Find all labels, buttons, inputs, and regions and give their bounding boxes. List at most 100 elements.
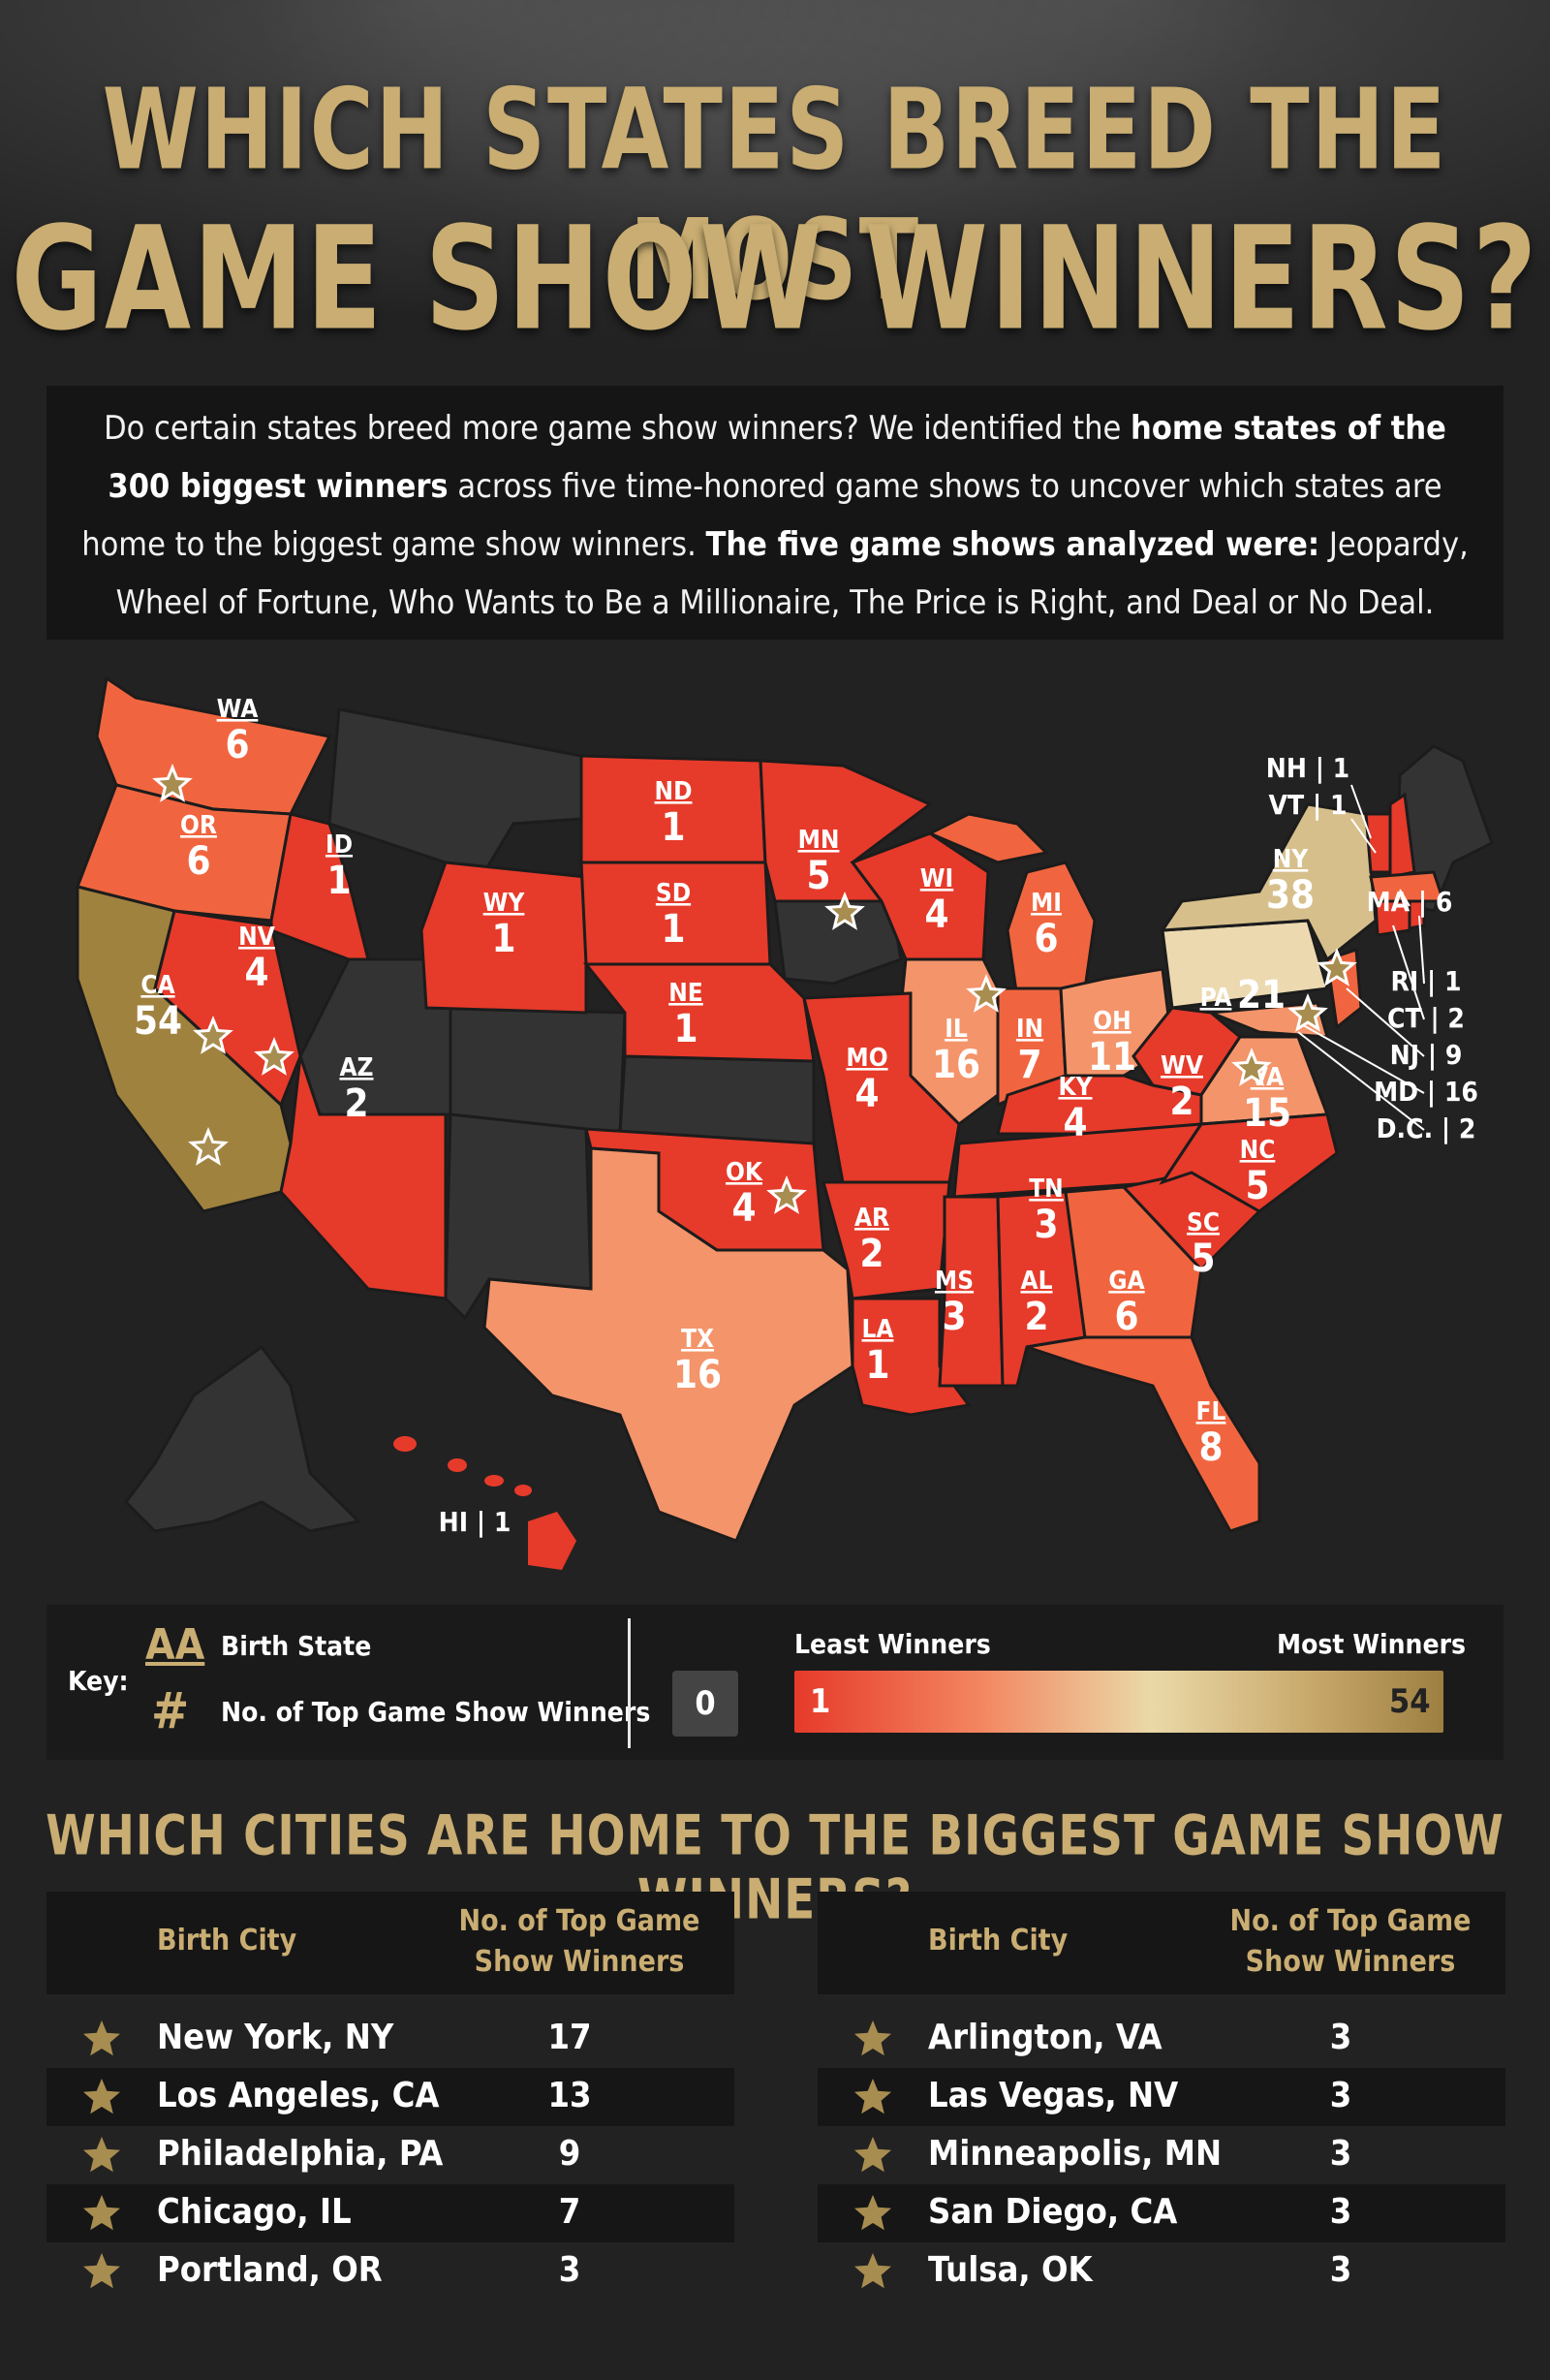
state-shape-ky (996, 1074, 1203, 1136)
city-star-icon (152, 764, 193, 802)
state-abbr-or: OR (180, 811, 217, 840)
city-markers (152, 764, 1357, 1214)
state-abbr-la: LA (861, 1315, 893, 1344)
state-shape-ma (1369, 870, 1446, 903)
state-abbr-mo: MO (846, 1044, 887, 1073)
city-winner-count: 3 (1329, 2018, 1352, 2057)
state-value-nc: 5 (1245, 1164, 1269, 1208)
state-value-mn: 5 (806, 854, 830, 898)
state-shape-mi-up (926, 812, 1050, 864)
callout-leader-6 (1297, 1021, 1425, 1094)
state-value-wa: 6 (225, 723, 249, 767)
city-row-left: Chicago, IL 7 (46, 2184, 734, 2242)
callout-leader-7 (1297, 1031, 1425, 1131)
city-name: New York, NY (157, 2018, 394, 2057)
star-icon (81, 2194, 122, 2241)
city-star-icon (193, 1016, 233, 1054)
title-line-2: GAME SHOW WINNERS? (11, 196, 1539, 363)
city-row-left: Portland, OR 3 (46, 2242, 734, 2301)
city-name: Chicago, IL (157, 2192, 352, 2232)
state-abbr-oh: OH (1093, 1007, 1131, 1036)
star-icon (852, 2194, 893, 2241)
state-shape-tx (482, 1146, 854, 1543)
city-star-icon (254, 1037, 294, 1076)
city-star-icon (1287, 993, 1328, 1032)
state-abbr-wa: WA (217, 695, 259, 724)
state-abbr-tn: TN (1029, 1174, 1064, 1204)
state-shape-co (449, 1006, 627, 1136)
callout-label-3: RI | 1 (1390, 965, 1461, 997)
callout-label-1: VT | 1 (1269, 789, 1348, 821)
state-abbr-sc: SC (1187, 1208, 1220, 1237)
star-icon (852, 2020, 893, 2067)
state-abbr-mi: MI (1031, 889, 1062, 918)
state-value-ga: 6 (1114, 1295, 1138, 1339)
intro-text-3: Jeopardy, Wheel of Fortune, Who Wants to… (115, 525, 1469, 622)
legend-number-symbol: # (151, 1682, 190, 1740)
state-abbr-wv: WV (1161, 1051, 1203, 1080)
state-abbr-pa: PA (1200, 984, 1232, 1013)
state-abbr-ok: OK (726, 1158, 763, 1187)
state-abbr-ny: NY (1273, 845, 1310, 874)
star-icon (81, 2078, 122, 2125)
state-shape-ga (1064, 1185, 1203, 1339)
col-birth-city-left: Birth City (157, 1924, 297, 1957)
legend-divider (628, 1618, 631, 1748)
city-name: Portland, OR (157, 2250, 383, 2290)
state-value-la: 1 (865, 1343, 889, 1388)
callout-label-7: D.C. | 2 (1377, 1112, 1476, 1144)
legend-abbr-label: Birth State (221, 1630, 372, 1662)
state-shape-ak (124, 1344, 362, 1533)
col-count-right-line1: No. of Top Game (1229, 1904, 1472, 1938)
city-row-right: Minneapolis, MN 3 (818, 2126, 1505, 2184)
state-shape-id (269, 812, 370, 961)
state-value-mo: 4 (854, 1072, 879, 1116)
state-value-ny: 38 (1266, 873, 1315, 918)
legend-zero-swatch: 0 (672, 1671, 738, 1737)
callout-labels: NH | 1 VT | 1 MA | 6 RI | 1 CT | 2 NJ | 9 MD |… (439, 752, 1478, 1538)
callout-leader-2 (1399, 889, 1410, 907)
callout-leader-3 (1418, 915, 1425, 985)
city-name: Philadelphia, PA (157, 2134, 444, 2174)
legend-number-label: No. of Top Game Show Winners (221, 1696, 651, 1728)
state-value-oh: 11 (1088, 1035, 1136, 1080)
city-name: Tulsa, OK (928, 2250, 1093, 2290)
state-value-ca: 54 (134, 999, 182, 1044)
city-row-right: San Diego, CA 3 (818, 2184, 1505, 2242)
callout-leader-5 (1346, 987, 1425, 1057)
callout-leader-0 (1350, 784, 1372, 839)
state-value-wv: 2 (1169, 1080, 1194, 1124)
state-abbr-wi: WI (920, 864, 954, 893)
star-icon (81, 2136, 122, 2183)
city-name: Las Vegas, NV (928, 2076, 1179, 2115)
callout-lines (1297, 784, 1425, 1131)
city-row-left: Los Angeles, CA 13 (46, 2068, 734, 2126)
state-abbr-fl: FL (1196, 1397, 1226, 1426)
callout-label-4: CT | 2 (1387, 1002, 1465, 1034)
star-icon (81, 2252, 122, 2300)
state-abbr-id: ID (326, 830, 353, 860)
legend-abbr-symbol: AA (145, 1620, 205, 1670)
state-shape-fl (1026, 1335, 1261, 1533)
state-value-az: 2 (344, 1081, 368, 1126)
state-shape-mo (802, 991, 961, 1184)
intro-text-1: Do certain states breed more game show w… (104, 409, 1132, 448)
state-abbr-wy: WY (483, 889, 526, 918)
state-shape-nh (1388, 792, 1416, 879)
intro-bold-1: home states of the 300 biggest winners (108, 409, 1446, 506)
city-row-left: Philadelphia, PA 9 (46, 2126, 734, 2184)
state-value-ms: 3 (942, 1295, 966, 1339)
city-star-icon (1317, 948, 1357, 986)
city-star-icon (1231, 1048, 1272, 1086)
legend-min-value: 1 (810, 1682, 831, 1721)
col-count-left-line1: No. of Top Game (458, 1904, 700, 1938)
city-winner-count: 17 (547, 2018, 592, 2057)
state-shape-ct (1374, 899, 1411, 937)
state-abbr-il: IL (945, 1015, 968, 1044)
state-value-pa: 21 (1237, 973, 1286, 1018)
state-value-nv: 4 (244, 951, 268, 995)
callout-label-5: NJ | 9 (1390, 1039, 1463, 1071)
state-abbr-ga: GA (1108, 1267, 1144, 1296)
star-icon (852, 2252, 893, 2300)
state-shape-hi-2 (448, 1458, 467, 1472)
